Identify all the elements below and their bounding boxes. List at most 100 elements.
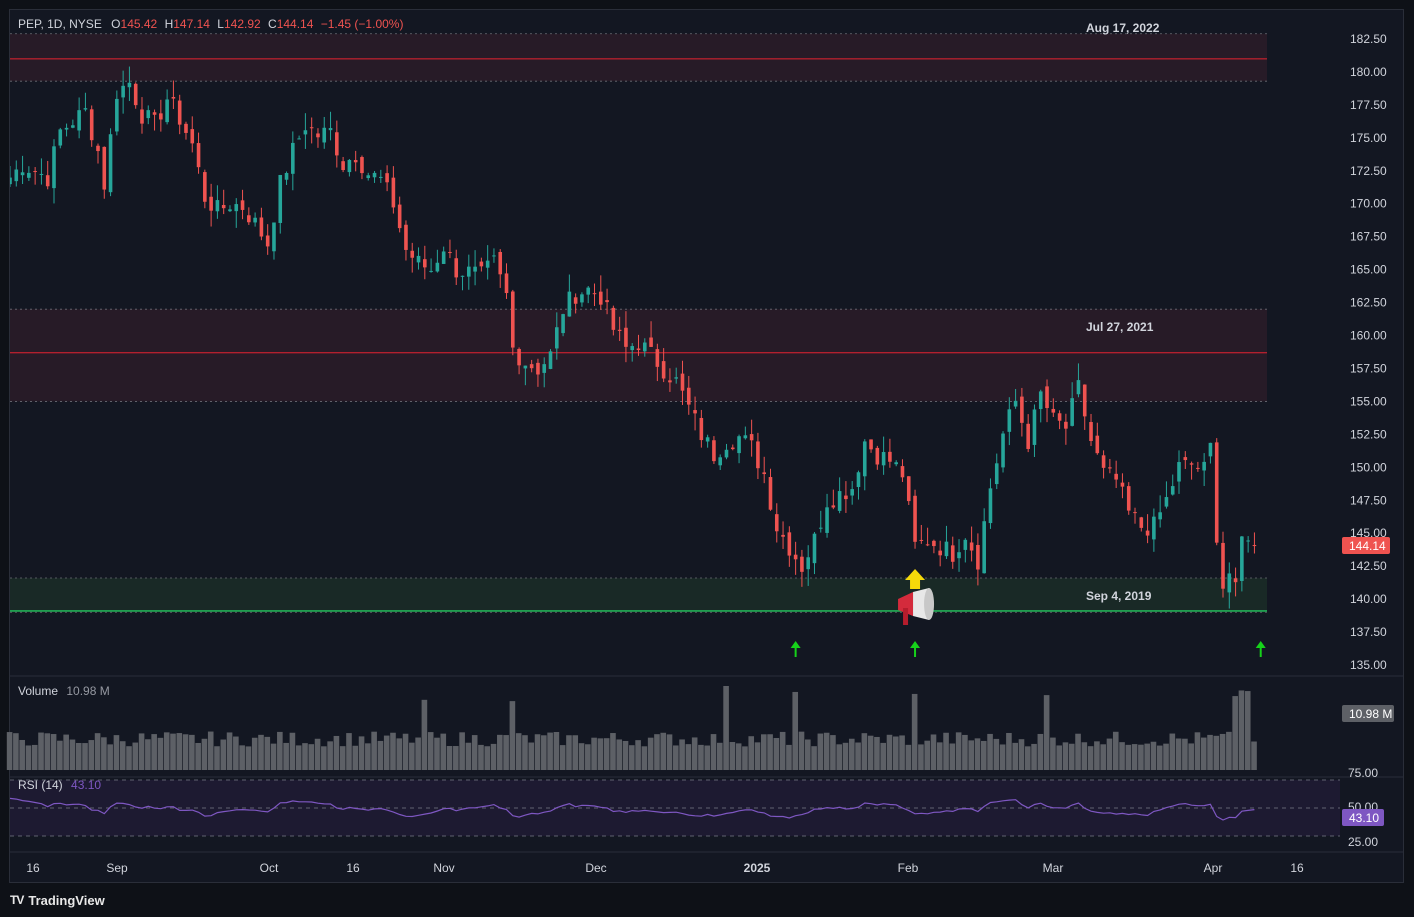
candle-down[interactable] (209, 196, 213, 211)
candle-up[interactable] (881, 452, 886, 466)
candle-up[interactable] (806, 557, 810, 570)
candle-down[interactable] (1089, 422, 1093, 442)
candle-up[interactable] (121, 85, 125, 98)
candle-up[interactable] (284, 173, 289, 180)
candle-up[interactable] (894, 462, 898, 465)
candle-up[interactable] (994, 463, 999, 485)
candle-down[interactable] (171, 97, 176, 99)
candle-up[interactable] (429, 270, 433, 272)
candle-up[interactable] (1227, 573, 1232, 593)
candle-up[interactable] (957, 552, 961, 559)
candle-up[interactable] (856, 472, 861, 488)
candle-up[interactable] (52, 146, 56, 189)
candle-up[interactable] (548, 351, 553, 369)
candle-down[interactable] (1120, 482, 1125, 487)
candle-down[interactable] (762, 472, 766, 475)
candle-up[interactable] (234, 204, 239, 212)
candle-down[interactable] (1126, 486, 1131, 511)
candle-down[interactable] (756, 441, 760, 469)
candle-down[interactable] (536, 362, 540, 375)
candle-up[interactable] (77, 110, 81, 131)
candle-down[interactable] (309, 127, 314, 129)
candle-down[interactable] (240, 200, 245, 210)
candle-up[interactable] (473, 266, 477, 272)
candle-down[interactable] (96, 145, 100, 152)
candle-up[interactable] (718, 457, 723, 466)
megaphone-icon[interactable] (898, 588, 935, 625)
candle-down[interactable] (353, 160, 358, 163)
candle-down[interactable] (1189, 463, 1194, 465)
candle-up[interactable] (20, 172, 25, 176)
candle-down[interactable] (969, 542, 974, 551)
candle-up[interactable] (14, 169, 19, 182)
candle-up[interactable] (416, 255, 421, 263)
candle-down[interactable] (247, 215, 251, 223)
candle-down[interactable] (89, 109, 94, 141)
candle-down[interactable] (33, 171, 37, 173)
candle-down[interactable] (781, 534, 785, 537)
candle-up[interactable] (165, 99, 169, 123)
candle-down[interactable] (479, 261, 484, 267)
candle-up[interactable] (724, 449, 729, 458)
candle-up[interactable] (737, 436, 741, 454)
candle-up[interactable] (347, 159, 352, 173)
tradingview-brand[interactable]: TV TradingView (10, 891, 105, 909)
candle-down[interactable] (730, 447, 735, 450)
candle-down[interactable] (140, 109, 144, 124)
candle-up[interactable] (586, 287, 591, 295)
candle-up[interactable] (837, 491, 842, 511)
candle-down[interactable] (680, 373, 685, 391)
candle-down[interactable] (1252, 545, 1257, 547)
candle-down[interactable] (749, 434, 754, 441)
candle-down[interactable] (1095, 435, 1100, 454)
candle-down[interactable] (1214, 442, 1219, 543)
candle-up[interactable] (523, 365, 528, 369)
candle-down[interactable] (831, 505, 836, 508)
candle-up[interactable] (1076, 380, 1081, 395)
candle-down[interactable] (316, 133, 320, 138)
symbol-legend[interactable]: PEP, 1D, NYSE O145.42 H147.14 L142.92 C1… (18, 17, 403, 31)
candle-down[interactable] (102, 146, 107, 190)
candle-up[interactable] (460, 275, 465, 277)
candle-down[interactable] (976, 544, 980, 570)
candle-down[interactable] (655, 349, 660, 367)
candle-up[interactable] (253, 217, 257, 223)
candle-up[interactable] (83, 108, 88, 110)
candle-down[interactable] (624, 327, 628, 347)
candle-down[interactable] (529, 364, 534, 369)
candle-down[interactable] (1139, 517, 1144, 528)
candle-up[interactable] (58, 129, 63, 146)
candle-down[interactable] (265, 235, 270, 247)
price-axis[interactable]: 182.50 180.00 177.50 175.00 172.50 170.00 167.… (1350, 32, 1387, 672)
candle-down[interactable] (1045, 386, 1049, 409)
candle-down[interactable] (913, 495, 917, 542)
candle-down[interactable] (661, 361, 666, 379)
candle-down[interactable] (221, 204, 226, 209)
candle-down[interactable] (259, 217, 264, 237)
candle-down[interactable] (1057, 413, 1062, 421)
candle-down[interactable] (1101, 455, 1106, 468)
candle-up[interactable] (850, 489, 854, 496)
candle-down[interactable] (699, 417, 704, 441)
candle-down[interactable] (184, 123, 188, 133)
candle-up[interactable] (1208, 442, 1213, 457)
candle-up[interactable] (1007, 409, 1012, 432)
candle-up[interactable] (567, 291, 572, 317)
candle-up[interactable] (39, 173, 44, 175)
candle-up[interactable] (372, 172, 377, 178)
candle-down[interactable] (1020, 396, 1024, 423)
candle-up[interactable] (580, 294, 584, 303)
candle-down[interactable] (919, 539, 924, 541)
candle-down[interactable] (190, 129, 195, 144)
candle-down[interactable] (385, 173, 389, 183)
candle-up[interactable] (1202, 461, 1206, 471)
candle-down[interactable] (869, 439, 873, 450)
candle-down[interactable] (152, 112, 157, 115)
candle-down[interactable] (636, 348, 641, 351)
candle-down[interactable] (391, 177, 396, 208)
candle-down[interactable] (133, 83, 138, 106)
candle-up[interactable] (862, 441, 867, 477)
candle-up[interactable] (1158, 512, 1162, 520)
candle-up[interactable] (1177, 462, 1181, 482)
candle-up[interactable] (492, 255, 496, 257)
